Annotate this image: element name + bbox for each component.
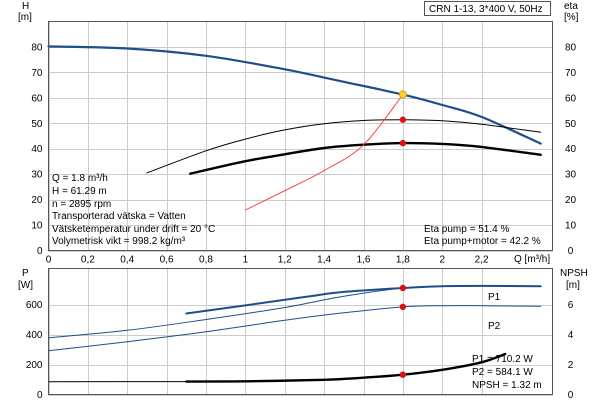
head-curve (47, 45, 542, 145)
eta-pump-motor-label: Eta pump+motor = 42.2 % (424, 236, 541, 247)
p2-curve (48, 305, 542, 352)
upper-right-tick-label: 70 (565, 68, 577, 79)
eta-pump-curve (146, 119, 542, 174)
upper-right-tick-label: 30 (565, 170, 577, 181)
x-tick-label: 0,8 (199, 255, 213, 266)
x-tick-label: 0,2 (81, 255, 95, 266)
npsh-axis-unit: [m] (566, 280, 580, 291)
lower-duty-markers (399, 284, 407, 378)
p2-curve-label: P2 (488, 321, 501, 332)
p1-bold-curve (185, 284, 542, 315)
p2-duty-point (399, 303, 407, 311)
lower-left-tick-label: 600 (26, 300, 43, 311)
upper-left-tick-label: 50 (31, 119, 43, 130)
lower-right-tick-label: 2 (568, 360, 574, 371)
lower-right-tick-label: 6 (568, 300, 574, 311)
upper-left-tick-label: 30 (31, 170, 43, 181)
x-tick-label: 1,6 (357, 255, 371, 266)
eta-pump-label: Eta pump = 51.4 % (424, 224, 509, 235)
upper-left-tick-label: 80 (31, 42, 43, 53)
npsh-readout: NPSH = 1.32 m (472, 380, 542, 391)
lower-right-tick-label: 0 (568, 390, 574, 400)
x-tick-label: 1 (243, 255, 249, 266)
p1-readout: P1 = 710.2 W (472, 354, 533, 365)
npsh-duty-point (399, 371, 407, 378)
eta-pump-motor-curve (189, 141, 542, 175)
x-axis-unit-label: Q [m³/h] (514, 254, 550, 265)
eta-pump-duty-point (399, 116, 407, 123)
upper-right-tick-label: 10 (565, 221, 577, 232)
info-block: Q = 1.8 m³/h H = 61.29 m n = 2895 rpm Tr… (52, 173, 215, 247)
info-head: H = 61.29 m (52, 186, 107, 197)
info-speed: n = 2895 rpm (52, 199, 111, 210)
npsh-curve (185, 352, 507, 383)
x-tick-label: 1,4 (317, 255, 331, 266)
x-tick-label: 0 (46, 255, 52, 266)
upper-curves (47, 45, 542, 211)
eta-axis-unit: [%] (564, 12, 579, 23)
info-flow: Q = 1.8 m³/h (52, 173, 108, 184)
upper-right-tick-label: 40 (565, 144, 577, 155)
pump-title-box (424, 1, 551, 16)
p-axis-title: P (22, 268, 29, 279)
info-density: Volymetrisk vikt = 998.2 kg/m³ (52, 236, 186, 247)
h-axis-unit: [m] (18, 12, 32, 23)
upper-right-tick-label: 50 (565, 119, 577, 130)
system-curve (244, 94, 404, 211)
p2-readout: P2 = 584.1 W (472, 367, 533, 378)
upper-right-tick-label: 0 (568, 246, 574, 257)
info-liquid: Transporterad vätska = Vatten (52, 211, 186, 222)
p-axis-unit: [W] (18, 280, 33, 291)
upper-duty-markers (398, 90, 407, 147)
lower-curves (48, 284, 542, 383)
lower-left-tick-label: 400 (26, 330, 43, 341)
upper-left-tick-label: 0 (37, 246, 43, 257)
x-tick-label: 0,4 (120, 255, 134, 266)
lower-left-tick-label: 200 (26, 360, 43, 371)
upper-right-tick-label: 20 (565, 195, 577, 206)
head-duty-point (398, 90, 407, 99)
upper-plot-frame (48, 21, 553, 251)
npsh-axis-title: NPSH (560, 268, 588, 279)
x-tick-label: 2,2 (475, 255, 489, 266)
upper-left-tick-label: 20 (31, 195, 43, 206)
p1-curve-label: P1 (488, 292, 501, 303)
lower-plot-frame (48, 268, 553, 395)
lower-left-tick-label: 0 (37, 390, 43, 400)
upper-tick-labels: 0 0,2 0,4 0,6 0,8 1 1,2 1,4 1,6 1,8 2 2,2 0 10 20 30 40 5… (31, 42, 576, 265)
p1-duty-point (399, 284, 407, 292)
upper-left-tick-label: 40 (31, 144, 43, 155)
p1-curve (48, 285, 542, 339)
x-tick-label: 1,8 (396, 255, 410, 266)
upper-grid (48, 21, 553, 252)
x-tick-label: 2 (439, 255, 445, 266)
upper-left-tick-label: 60 (31, 93, 43, 104)
x-tick-label: 0,6 (160, 255, 174, 266)
x-tick-label: 1,2 (278, 255, 292, 266)
info-temperature: Vätsketemperatur under drift = 20 °C (52, 224, 215, 235)
eta-pump-motor-duty-point (399, 139, 407, 147)
lower-right-tick-label: 4 (568, 330, 574, 341)
upper-left-tick-label: 70 (31, 68, 43, 79)
upper-right-tick-label: 80 (565, 42, 577, 53)
eta-axis-title: eta (564, 1, 578, 12)
upper-left-tick-label: 10 (31, 221, 43, 232)
pump-title: CRN 1-13, 3*400 V, 50Hz (429, 4, 543, 15)
upper-right-tick-label: 60 (565, 93, 577, 104)
lower-tick-labels: 0 200 400 600 0 2 4 6 (26, 300, 574, 400)
h-axis-title: H (22, 1, 29, 12)
